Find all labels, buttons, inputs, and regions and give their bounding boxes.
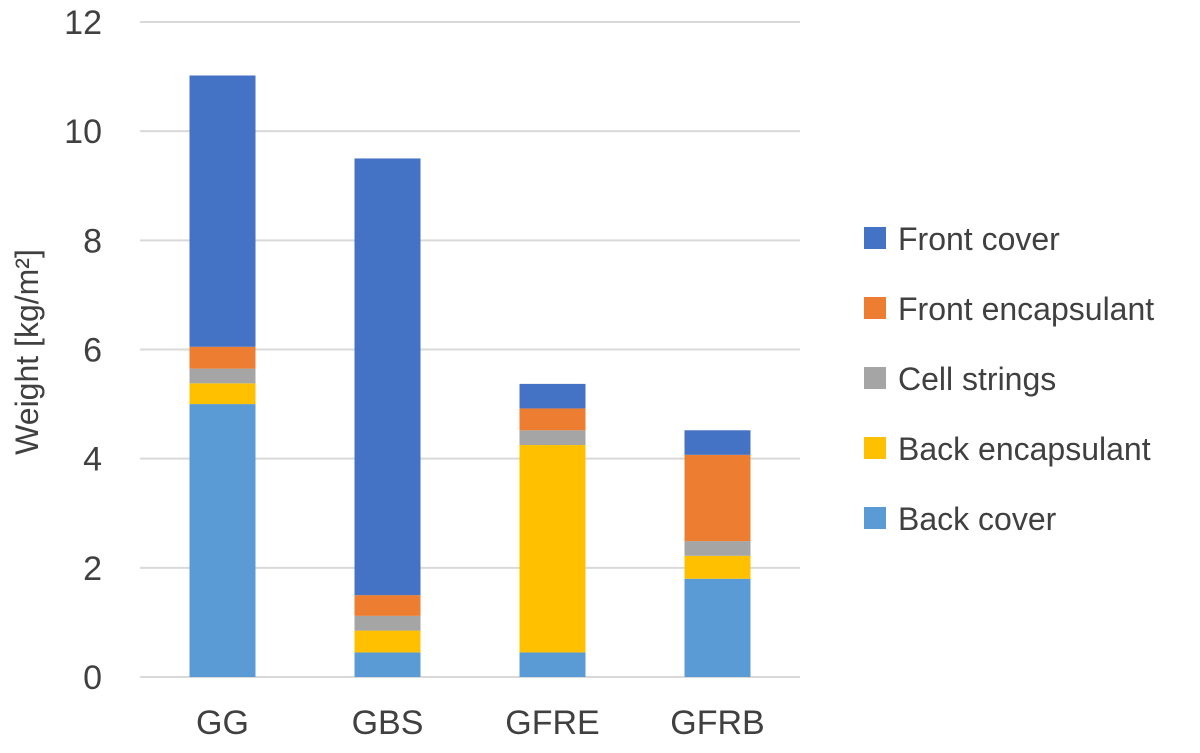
y-tick-label: 0 bbox=[83, 659, 102, 697]
bar-segment bbox=[684, 430, 751, 455]
legend-entry: Front cover bbox=[898, 221, 1060, 257]
bar-segment bbox=[684, 578, 751, 677]
y-tick-label: 4 bbox=[83, 441, 102, 479]
legend-entry: Back encapsulant bbox=[898, 431, 1151, 467]
bar-segment bbox=[519, 652, 586, 677]
x-category-label: GG bbox=[196, 704, 249, 742]
y-axis-title: Weight [kg/m²] bbox=[9, 249, 45, 455]
bar-segment bbox=[354, 595, 421, 616]
bar-segment bbox=[189, 346, 256, 369]
bar-segment bbox=[354, 158, 421, 596]
legend-entry: Cell strings bbox=[898, 361, 1056, 397]
y-tick-label: 2 bbox=[83, 550, 102, 588]
legend-swatch bbox=[864, 227, 886, 249]
bar-segment bbox=[684, 541, 751, 556]
bar-segment bbox=[519, 408, 586, 431]
y-tick-label: 10 bbox=[64, 113, 102, 151]
legend-swatch bbox=[864, 367, 886, 389]
legend-swatch bbox=[864, 507, 886, 529]
bar-segment bbox=[519, 383, 586, 409]
legend: Front cover Front encapsulant Cell strings… bbox=[864, 221, 1154, 537]
legend-swatch bbox=[864, 437, 886, 459]
bar-segment bbox=[189, 404, 256, 677]
y-tick-label: 6 bbox=[83, 332, 102, 370]
x-category-labels: GG GBS GFRE GFRB bbox=[196, 704, 765, 742]
bar-segment bbox=[189, 383, 256, 405]
bar-segment bbox=[684, 555, 751, 579]
bar-segment bbox=[189, 75, 256, 347]
legend-entry: Back cover bbox=[898, 501, 1057, 537]
bar-segment bbox=[684, 454, 751, 542]
bar-segment bbox=[354, 630, 421, 653]
legend-swatch bbox=[864, 297, 886, 319]
y-tick-label: 12 bbox=[64, 4, 102, 42]
bar-segment bbox=[519, 430, 586, 446]
bar-segment bbox=[354, 615, 421, 631]
bars bbox=[189, 75, 751, 677]
y-tick-labels: 0 2 4 6 8 10 12 bbox=[64, 4, 102, 697]
x-category-label: GFRE bbox=[505, 704, 599, 742]
bar-segment bbox=[189, 368, 256, 384]
x-category-label: GBS bbox=[352, 704, 424, 742]
x-category-label: GFRB bbox=[670, 704, 764, 742]
bar-segment bbox=[354, 652, 421, 677]
bar-segment bbox=[519, 445, 586, 653]
legend-entry: Front encapsulant bbox=[898, 291, 1154, 327]
y-tick-label: 8 bbox=[83, 222, 102, 260]
